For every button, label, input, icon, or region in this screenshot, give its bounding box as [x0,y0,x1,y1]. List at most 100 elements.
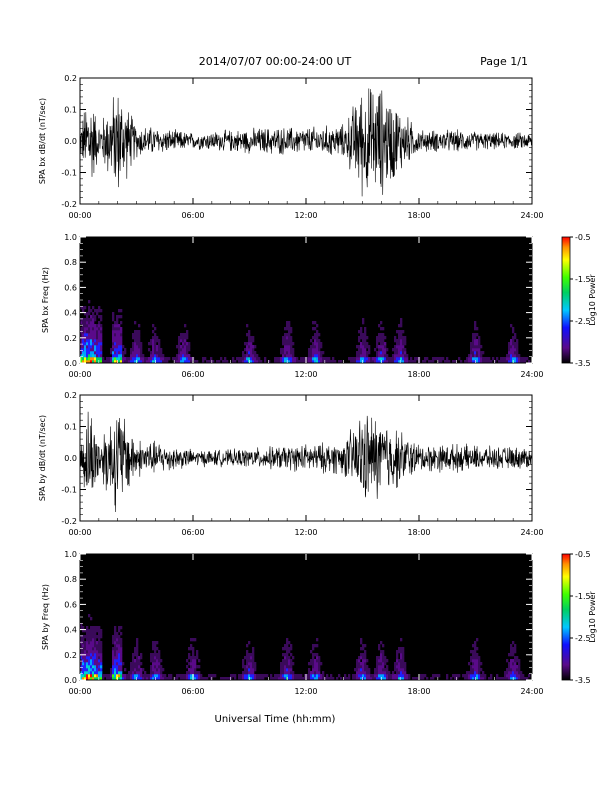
spectrogram-cell [366,354,369,358]
spectrogram-cell [98,632,101,636]
spectrogram-cell [260,677,263,681]
spectrogram-cell [250,668,253,672]
spectrogram-cell [158,662,161,666]
spectrogram-cell [152,671,155,675]
spectrogram-cell [82,650,85,654]
spectrogram-cell [94,668,97,672]
spectrogram-cell [286,665,289,669]
spectrogram-cell [90,674,93,678]
spectrogram-cell [230,677,233,681]
spectrogram-cell [98,321,101,325]
spectrogram-cell [112,354,115,358]
spectrogram-cell [248,668,251,672]
spectrogram-cell [118,324,121,328]
spectrogram-cell [366,674,369,678]
spectrogram-cell [86,324,89,328]
spectrogram-cell [294,674,297,678]
spectrogram-cell [118,342,121,346]
spectrogram-cell [178,348,181,352]
spectrogram-cell [116,671,119,675]
spectrogram-cell [136,668,139,672]
spectrogram-cell [92,671,95,675]
spectrogram-cell [90,351,93,355]
spectrogram-cell [366,345,369,349]
spectrogram-cell [258,360,261,364]
spectrogram-cell [86,632,89,636]
spectrogram-cell [176,357,179,361]
spectrogram-cell [314,333,317,337]
spectrogram-cell [116,647,119,651]
spectrogram-cell [286,650,289,654]
spectrogram-cell [360,351,363,355]
spectrogram-cell [80,677,83,681]
spectrogram-cell [90,339,93,343]
spectrogram-cell [380,327,383,331]
spectrogram-cell [136,339,139,343]
spectrogram-cell [116,351,119,355]
spectrogram-cell [304,357,307,361]
spectrogram-cell [118,309,121,313]
spectrogram-cell [180,677,183,681]
spectrogram-cell [380,321,383,325]
spectrogram-cell [98,309,101,313]
spectrogram-cell [392,671,395,675]
spectrogram-cell [446,360,449,364]
spectrogram-cell [100,309,103,313]
spectrogram-cell [152,351,155,355]
spectrogram-cell [320,360,323,364]
spectrogram-cell [260,360,263,364]
spectrogram-cell [88,641,91,645]
spectrogram-cell [192,662,195,666]
spectrogram-cell [98,336,101,340]
spectrogram-cell [122,674,125,678]
spectrogram-cell [100,656,103,660]
spectrogram-cell [316,644,319,648]
spectrogram-cell [80,306,83,310]
spectrogram-cell [244,677,247,681]
spectrogram-cell [86,647,89,651]
spectrogram-cell [238,360,241,364]
spectrogram-cell [302,677,305,681]
spectrogram-cell [362,644,365,648]
spectrogram-cell [510,668,513,672]
spectrogram-cell [280,351,283,355]
bx-colorbar [561,236,571,364]
spectrogram-cell [378,339,381,343]
spectrogram-cell [234,674,237,678]
spectrogram-cell [400,656,403,660]
spectrogram-cell [364,336,367,340]
spectrogram-cell [518,354,521,358]
spectrogram-cell [406,677,409,681]
x-tick-label: 06:00 [181,211,204,220]
spectrogram-cell [408,674,411,678]
spectrogram-cell [130,348,133,352]
spectrogram-cell [158,339,161,343]
spectrogram-cell [386,665,389,669]
spectrogram-cell [134,662,137,666]
spectrogram-cell [120,339,123,343]
spectrogram-cell [400,668,403,672]
spectrogram-cell [120,354,123,358]
spectrogram-cell [190,647,193,651]
spectrogram-cell [398,348,401,352]
x-tick-label: 06:00 [181,528,204,537]
spectrogram-cell [158,656,161,660]
spectrogram-cell [310,351,313,355]
spectrogram-cell [394,339,397,343]
spectrogram-cell [88,351,91,355]
spectrogram-cell [446,674,449,678]
spectrogram-cell [110,668,113,672]
spectrogram-cell [202,357,205,361]
spectrogram-cell [472,665,475,669]
spectrogram-cell [132,336,135,340]
spectrogram-cell [382,348,385,352]
spectrogram-cell [402,647,405,651]
colorbar-tick-label: -1.5 [575,592,591,601]
spectrogram-cell [288,351,291,355]
spectrogram-cell [468,671,471,675]
spectrogram-cell [128,357,131,361]
spectrogram-cell [138,333,141,337]
spectrogram-cell [422,674,425,678]
spectrogram-cell [188,662,191,666]
spectrogram-cell [90,650,93,654]
